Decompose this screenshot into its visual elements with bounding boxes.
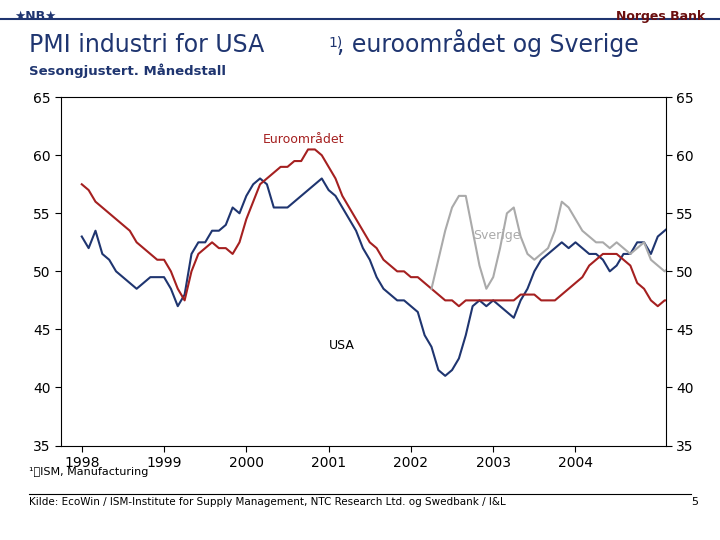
Text: 1): 1) xyxy=(328,36,343,50)
Text: Kilde: EcoWin / ISM-Institute for Supply Management, NTC Research Ltd. og Swedba: Kilde: EcoWin / ISM-Institute for Supply… xyxy=(29,497,505,507)
Text: Euroområdet: Euroområdet xyxy=(263,133,344,146)
Text: Norges Bank: Norges Bank xyxy=(616,10,706,23)
Text: Sesongjustert. Månedstall: Sesongjustert. Månedstall xyxy=(29,64,226,78)
Text: USA: USA xyxy=(328,339,354,352)
Text: Sverige: Sverige xyxy=(472,230,520,242)
Text: ¹⧩ISM, Manufacturing: ¹⧩ISM, Manufacturing xyxy=(29,467,148,477)
Text: ★NB★: ★NB★ xyxy=(14,10,57,23)
Text: PMI industri for USA: PMI industri for USA xyxy=(29,33,264,57)
Text: , euroområdet og Sverige: , euroområdet og Sverige xyxy=(337,29,639,57)
Text: 5: 5 xyxy=(691,497,698,507)
